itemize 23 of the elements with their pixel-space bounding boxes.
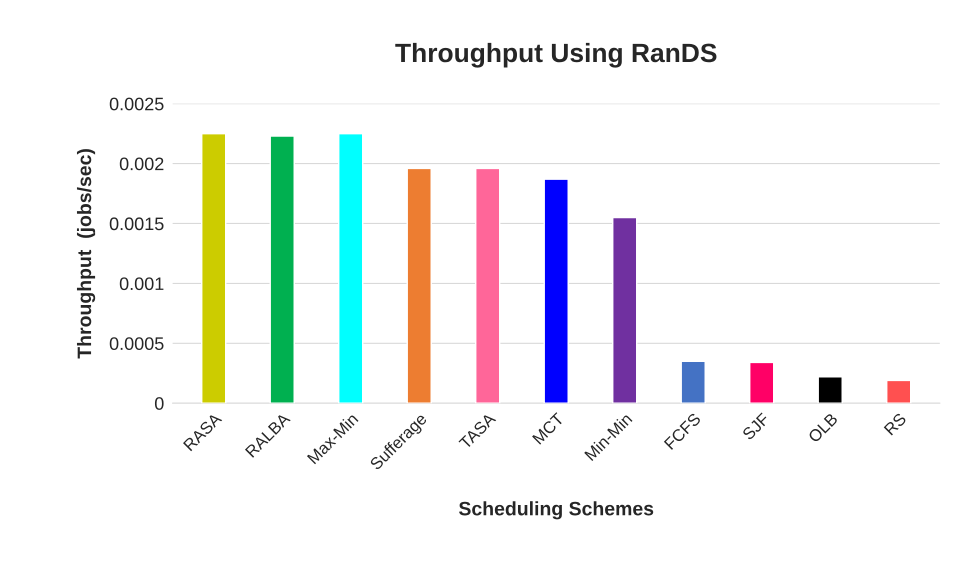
bar xyxy=(201,132,226,404)
bar xyxy=(680,360,706,404)
x-tick-label: SJF xyxy=(742,412,770,441)
bar xyxy=(406,168,432,404)
chart-title: Throughput Using RanDS xyxy=(395,42,716,68)
bar xyxy=(749,362,774,404)
y-axis-title: Throughput (jobs/sec) xyxy=(76,149,96,359)
y-tick-label: 0.0025 xyxy=(110,98,164,110)
x-tick-label: RS xyxy=(884,412,907,436)
y-tick-label: 0.001 xyxy=(120,277,164,290)
bar xyxy=(886,380,912,404)
bar xyxy=(338,132,364,404)
y-tick-label: 0.002 xyxy=(120,158,164,170)
bar xyxy=(544,178,569,404)
x-tick-label: OLB xyxy=(808,412,838,444)
y-tick-label: 0.0005 xyxy=(110,337,164,350)
bar xyxy=(475,168,500,404)
bar xyxy=(270,135,295,404)
bar xyxy=(612,216,638,404)
y-tick-label: 0.0015 xyxy=(110,217,164,230)
y-tick-label: 0 xyxy=(154,397,164,410)
bar xyxy=(818,376,843,404)
x-axis-title: Scheduling Schemes xyxy=(458,501,654,520)
